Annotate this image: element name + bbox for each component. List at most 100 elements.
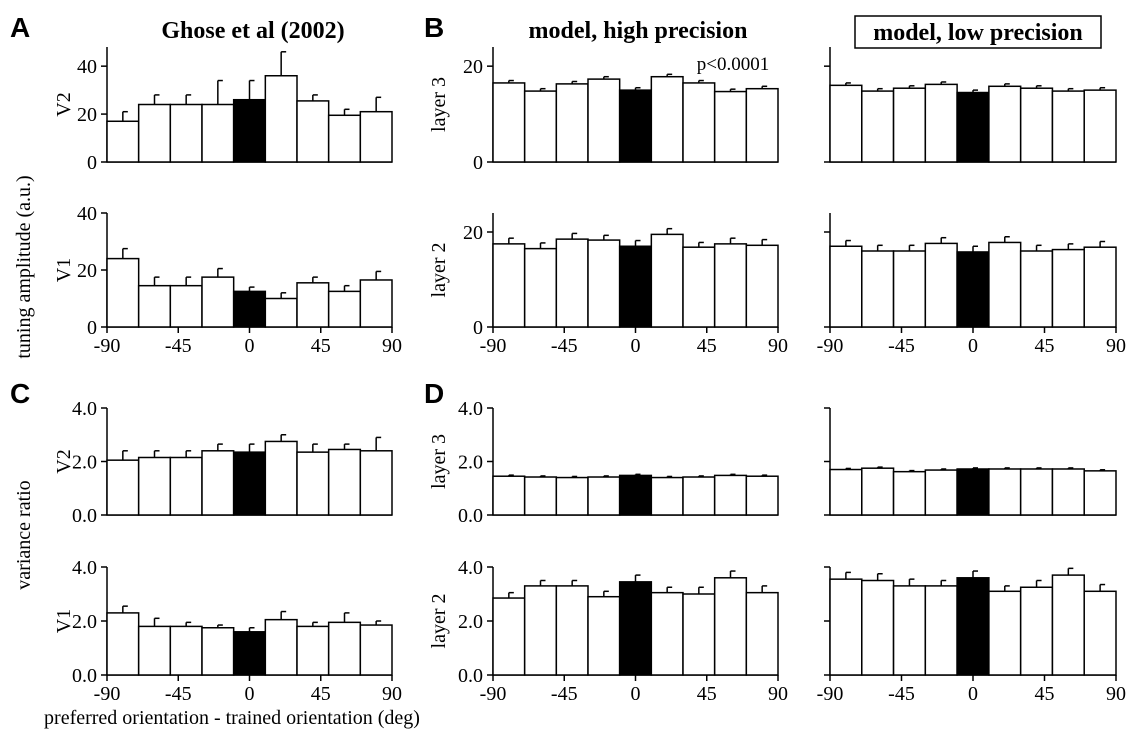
a-v1-bar [169,284,203,328]
b-low-layer2-bar-highlight [956,251,990,328]
d-low-layer2-x-tick-label: 0 [968,683,978,705]
b-high-layer3-y-tick-label: 20 [463,56,483,78]
c-v1-y-tick-label: 4.0 [72,557,97,579]
b-high-layer3-bar [492,82,526,163]
c-v2-bar-highlight [232,451,267,516]
d-low-layer2-bar [1051,574,1085,676]
d-high-layer2-bar [555,585,589,676]
a-v1-x-tick-label: 0 [245,335,255,357]
a-v1-x-tick-label: -45 [165,335,192,357]
b-low-layer2-bar [988,241,1022,328]
d-low-layer3-bar [988,468,1022,516]
c-v2-y-tick-label: 2.0 [72,452,97,474]
a-v1-bar [106,257,140,328]
b-low-layer2-bar [1019,250,1054,328]
b-low-layer2-x-tick-label: -90 [817,335,844,357]
subplot-b-low-layer2: -90 -45 0 45 90 [817,213,1126,357]
c-v2-bar [359,450,393,516]
p-value-annotation: p<0.0001 [697,54,769,75]
b-low-layer2-bar [1083,246,1117,328]
c-v2-bar [106,459,140,516]
b-low-layer2-x-tick-label: 0 [968,335,978,357]
d-low-layer2-bar [861,579,895,676]
d-low-layer2-x-tick-label: 90 [1106,683,1126,705]
d-low-layer2-bar [829,578,863,676]
a-v1-bar [201,276,235,328]
a-v1-bar [264,297,298,328]
d-low-layer3-bar-highlight [956,468,990,516]
d-high-layer2-bar [713,577,748,676]
d-high-layer2-bar [745,591,779,676]
c-v2-bar [296,451,330,516]
b-low-layer2-bar [861,250,895,328]
subplot-c-v1: 0.0 2.0 4.0 -90 -45 0 45 90 V1 [53,557,402,705]
a-v2-bar [169,103,203,163]
c-v2-bar [201,450,235,516]
d-high-layer3-y-tick-label: 4.0 [458,398,483,420]
subplot-a-v1: 0 20 40 -90 -45 0 45 90 V1 [53,203,402,357]
d-low-layer2-bar [1019,586,1054,676]
d-high-layer3-bar [492,475,526,516]
b-high-layer3-y-tick-label: 0 [473,152,483,174]
d-low-layer3-bar [1019,468,1054,516]
b-high-layer3-row-label: layer 3 [428,77,450,132]
b-high-layer3-bar [523,90,558,163]
a-v1-bar [327,290,362,328]
d-high-layer2-bar [650,591,684,676]
d-low-layer2-x-tick-label: -90 [817,683,844,705]
c-v2-bar [169,456,203,516]
c-v2-y-tick-label: 4.0 [72,398,97,420]
d-high-layer2-bar [492,597,526,676]
subplot-d-low-layer3 [824,407,1117,516]
subplot-b-high-layer3: 0 20 layer 3 [428,47,779,174]
b-high-layer3-bar-highlight [618,89,653,163]
c-v1-bar [201,627,235,676]
b-high-layer3-bar [745,87,779,163]
d-high-layer3-bar [682,476,716,516]
c-v1-bar [359,624,393,676]
x-axis-title: preferred orientation - trained orientat… [44,707,420,729]
a-v1-y-tick-label: 20 [77,260,97,282]
panel-letter-c: C [10,378,30,409]
a-v2-bar [137,103,172,163]
b-high-layer2-bar [650,233,684,328]
subplot-d-low-layer2: -90 -45 0 45 90 [817,566,1126,705]
d-high-layer3-bar-highlight [618,474,653,516]
b-low-layer2-x-tick-label: 90 [1106,335,1126,357]
d-low-layer2-x-tick-label: 45 [1035,683,1055,705]
d-high-layer3-y-tick-label: 0.0 [458,505,483,527]
a-v1-y-tick-label: 0 [87,317,97,339]
c-v1-bar [106,612,140,676]
a-v2-bar [201,103,235,163]
d-high-layer2-row-label: layer 2 [428,594,450,649]
b-high-layer3-bar [587,78,621,163]
d-high-layer2-x-tick-label: -90 [480,683,507,705]
d-high-layer2-bar-highlight [618,581,653,676]
d-high-layer2-x-tick-label: 90 [768,683,788,705]
c-v1-x-tick-label: 90 [382,683,402,705]
b-high-layer2-bar [682,246,716,328]
subplot-d-high-layer2: 0.0 2.0 4.0 -90 -45 0 45 90 layer 2 [428,557,788,705]
b-low-layer2-x-tick-label: -45 [888,335,915,357]
d-high-layer3-bar [523,476,558,516]
a-v1-bar-highlight [232,290,267,328]
a-v2-bar [296,100,330,163]
c-v2-y-tick-label: 0.0 [72,505,97,527]
a-v1-row-label: V1 [53,258,75,282]
b-low-layer3-bar [892,87,927,163]
c-v1-x-tick-label: 45 [311,683,331,705]
column-title-low-precision: model, low precision [873,20,1083,46]
a-v1-x-tick-label: -90 [94,335,121,357]
a-v1-x-tick-label: 90 [382,335,402,357]
c-v1-y-tick-label: 0.0 [72,665,97,687]
subplot-b-low-layer3 [824,47,1117,163]
b-high-layer2-bar [713,243,748,328]
d-high-layer3-y-tick-label: 2.0 [458,452,483,474]
column-title-ghose: Ghose et al (2002) [161,18,344,44]
d-high-layer3-bar [555,476,589,516]
c-v1-x-tick-label: -45 [165,683,192,705]
d-high-layer3-bar [745,475,779,516]
b-low-layer3-bar [861,90,895,163]
